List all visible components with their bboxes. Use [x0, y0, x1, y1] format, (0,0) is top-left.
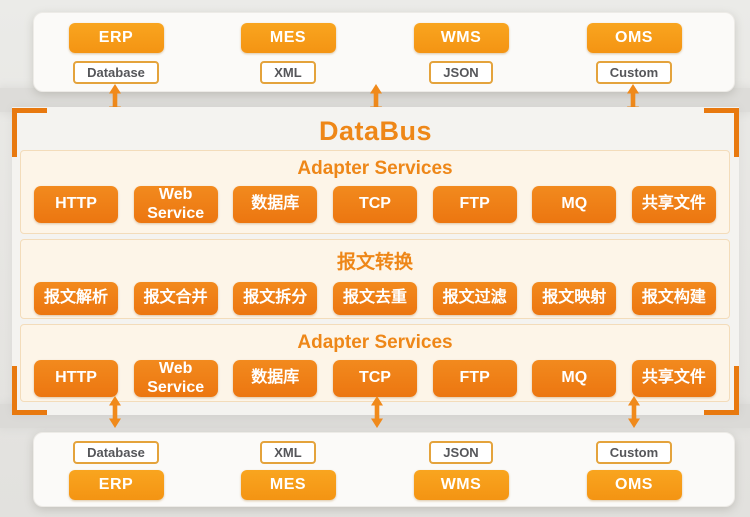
system-column-oms: Custom OMS — [574, 433, 694, 500]
system-node-erp: ERP — [68, 23, 164, 53]
top-systems-panel: ERP Database MES XML WMS JSON OMS Custom — [33, 12, 735, 92]
system-column-wms: WMS JSON — [401, 13, 521, 84]
section-title: 报文转换 — [336, 252, 413, 273]
system-node-oms: OMS — [586, 23, 682, 53]
double-arrow-icon — [371, 396, 383, 428]
adapter-node-database: 数据库 — [233, 360, 318, 397]
system-column-wms: JSON WMS — [401, 433, 521, 500]
system-column-mes: MES XML — [228, 13, 348, 84]
system-node-oms: OMS — [586, 470, 682, 500]
adapter-node-shared-file: 共享文件 — [631, 360, 716, 397]
section-title: Adapter Services — [297, 158, 453, 179]
adapter-node-tcp: TCP — [332, 360, 417, 397]
corner-bracket-icon — [12, 366, 47, 415]
format-badge-custom: Custom — [595, 441, 673, 464]
adapter-services-section-bottom: Adapter Services HTTP Web Service 数据库 TC… — [20, 324, 730, 402]
system-column-mes: XML MES — [228, 433, 348, 500]
corner-bracket-icon — [704, 366, 739, 415]
databus-title: DataBus — [318, 116, 433, 146]
adapter-node-mq: MQ — [532, 186, 617, 223]
adapter-button-row: HTTP Web Service 数据库 TCP FTP MQ 共享文件 — [21, 186, 729, 223]
corner-bracket-icon — [704, 108, 739, 157]
bottom-systems-panel: Database ERP XML MES JSON WMS Custom OMS — [33, 432, 735, 507]
adapter-button-row: HTTP Web Service 数据库 TCP FTP MQ 共享文件 — [21, 360, 729, 397]
format-badge-custom: Custom — [595, 61, 673, 84]
adapter-node-web-service: Web Service — [133, 360, 218, 397]
adapter-node-ftp: FTP — [432, 186, 517, 223]
corner-bracket-icon — [12, 108, 47, 157]
system-column-oms: OMS Custom — [574, 13, 694, 84]
system-node-mes: MES — [240, 23, 336, 53]
adapter-node-http: HTTP — [34, 360, 118, 397]
adapter-node-web-service: Web Service — [133, 186, 218, 223]
section-title: Adapter Services — [297, 332, 453, 353]
transform-node-build: 报文构建 — [631, 282, 716, 315]
adapter-services-section-top: Adapter Services HTTP Web Service 数据库 TC… — [20, 150, 730, 234]
adapter-node-ftp: FTP — [432, 360, 517, 397]
format-badge-database: Database — [73, 441, 159, 464]
transform-node-mapping: 报文映射 — [532, 282, 617, 315]
transform-node-dedupe: 报文去重 — [332, 282, 417, 315]
databus-container: DataBus Adapter Services HTTP Web Servic… — [12, 107, 739, 415]
system-column-erp: ERP Database — [56, 13, 176, 84]
adapter-node-tcp: TCP — [332, 186, 417, 223]
format-badge-xml: XML — [260, 61, 316, 84]
system-node-wms: WMS — [413, 470, 509, 500]
format-badge-xml: XML — [260, 441, 316, 464]
adapter-node-http: HTTP — [34, 186, 118, 223]
double-arrow-icon — [109, 396, 121, 428]
format-badge-database: Database — [73, 61, 159, 84]
transform-node-parse: 报文解析 — [34, 282, 118, 315]
adapter-node-shared-file: 共享文件 — [631, 186, 716, 223]
format-badge-json: JSON — [429, 61, 493, 84]
double-arrow-icon — [628, 396, 640, 428]
system-node-mes: MES — [240, 470, 336, 500]
system-node-erp: ERP — [68, 470, 164, 500]
adapter-node-mq: MQ — [532, 360, 617, 397]
transform-node-filter: 报文过滤 — [432, 282, 517, 315]
format-badge-json: JSON — [429, 441, 493, 464]
system-node-wms: WMS — [413, 23, 509, 53]
transform-node-split: 报文拆分 — [233, 282, 318, 315]
message-transform-section: 报文转换 报文解析 报文合并 报文拆分 报文去重 报文过滤 报文映射 报文构建 — [20, 239, 730, 319]
system-column-erp: Database ERP — [56, 433, 176, 500]
transform-node-merge: 报文合并 — [133, 282, 218, 315]
transform-button-row: 报文解析 报文合并 报文拆分 报文去重 报文过滤 报文映射 报文构建 — [21, 280, 729, 315]
adapter-node-database: 数据库 — [233, 186, 318, 223]
